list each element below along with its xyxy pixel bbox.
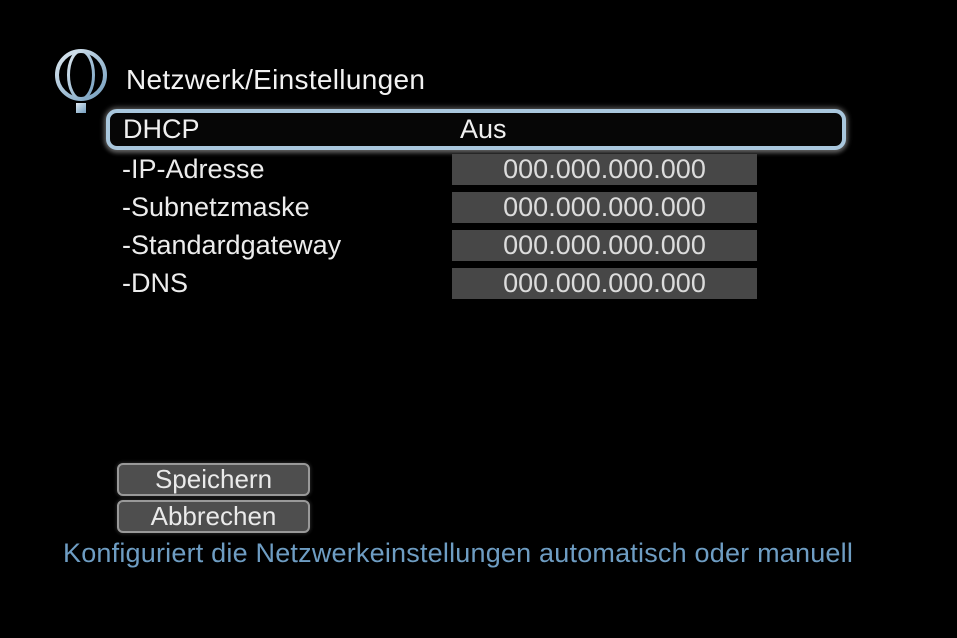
default-gateway-label: -Standardgateway: [122, 230, 342, 260]
dns-input[interactable]: 000.000.000.000: [452, 268, 757, 299]
dhcp-label: DHCP: [123, 114, 200, 144]
ip-address-input[interactable]: 000.000.000.000: [452, 154, 757, 185]
ip-address-label: -IP-Adresse: [122, 154, 265, 184]
globe-network-icon: [55, 49, 107, 114]
hint-text: Konfiguriert die Netzwerkeinstellungen a…: [63, 538, 854, 568]
menu-item-dhcp[interactable]: DHCP Aus: [106, 109, 846, 150]
subnet-mask-input[interactable]: 000.000.000.000: [452, 192, 757, 223]
page-title: Netzwerk/Einstellungen: [126, 64, 426, 95]
subnet-mask-label: -Subnetzmaske: [122, 192, 310, 222]
dhcp-value: Aus: [460, 114, 507, 144]
dns-label: -DNS: [122, 268, 188, 298]
cancel-button[interactable]: Abbrechen: [117, 500, 310, 533]
default-gateway-input[interactable]: 000.000.000.000: [452, 230, 757, 261]
save-button[interactable]: Speichern: [117, 463, 310, 496]
